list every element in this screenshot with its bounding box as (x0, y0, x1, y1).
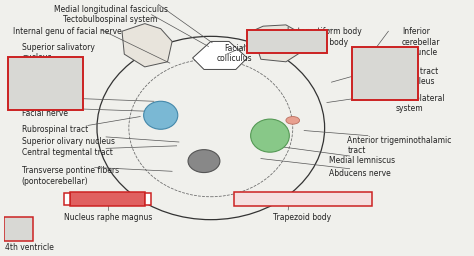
FancyBboxPatch shape (145, 193, 151, 205)
Text: Medial lemniscus: Medial lemniscus (329, 156, 395, 165)
Text: Internal genu of facial nerve: Internal genu of facial nerve (13, 27, 122, 36)
Text: Trapezoid body: Trapezoid body (273, 212, 331, 221)
Polygon shape (192, 41, 247, 69)
Ellipse shape (188, 150, 220, 173)
Text: Facial nucleus: Facial nucleus (22, 99, 75, 108)
Text: Superior olivary nucleus: Superior olivary nucleus (22, 137, 115, 146)
FancyBboxPatch shape (247, 30, 327, 53)
Polygon shape (122, 24, 172, 67)
Text: Facial nerve: Facial nerve (22, 109, 68, 118)
Text: Facial
colliculus: Facial colliculus (217, 44, 253, 63)
FancyBboxPatch shape (8, 57, 83, 110)
Text: Anterior trigeminothalamic
tract: Anterior trigeminothalamic tract (347, 136, 452, 155)
Text: Anterolateral
system: Anterolateral system (395, 94, 446, 113)
Text: Central tegmental tract: Central tegmental tract (22, 148, 113, 157)
Text: 4th ventricle: 4th ventricle (5, 243, 54, 252)
Circle shape (286, 116, 300, 124)
Text: Nucleus raphe magnus: Nucleus raphe magnus (64, 212, 153, 221)
FancyBboxPatch shape (352, 47, 418, 100)
Text: Superior salivatory
nucleus: Superior salivatory nucleus (22, 43, 95, 62)
Text: Tectobulbospinal system: Tectobulbospinal system (64, 15, 158, 24)
FancyBboxPatch shape (234, 192, 373, 206)
Ellipse shape (144, 101, 178, 129)
FancyBboxPatch shape (4, 217, 33, 241)
Text: Inferior
cerebellar
peduncle: Inferior cerebellar peduncle (402, 27, 440, 57)
Text: Transverse pontine fibers
(pontocerebellar): Transverse pontine fibers (pontocerebell… (22, 166, 119, 186)
Text: Medial longitudinal fasciculus: Medial longitudinal fasciculus (54, 5, 168, 14)
Text: Restiform body: Restiform body (291, 38, 348, 47)
Text: Abducens nerve: Abducens nerve (329, 169, 391, 178)
Ellipse shape (251, 119, 289, 152)
Text: Rubrospinal tract: Rubrospinal tract (22, 125, 88, 134)
Polygon shape (252, 25, 302, 62)
Text: Solitary tract
and nucleus: Solitary tract and nucleus (388, 67, 438, 86)
FancyBboxPatch shape (70, 192, 145, 206)
Text: Juxtarestiform body: Juxtarestiform body (286, 27, 362, 36)
FancyBboxPatch shape (64, 193, 70, 205)
